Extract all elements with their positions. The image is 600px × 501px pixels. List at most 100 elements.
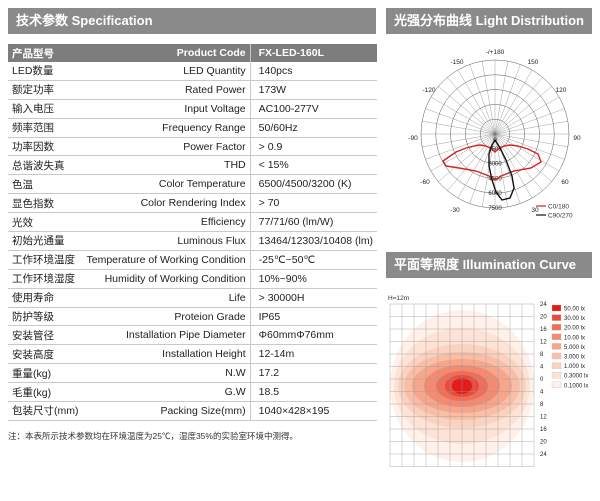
legend-c0: C0/180 [548, 204, 569, 211]
polar-spoke [481, 133, 496, 207]
spec-cn-label: 初始光通量 [8, 231, 83, 251]
spec-cn-label: 频率范围 [8, 118, 83, 138]
polar-radial-label: 7500 [488, 206, 502, 212]
spec-en-label: G.W [82, 382, 251, 403]
spec-value: 18.5 [250, 382, 378, 403]
spec-table-header: 产品型号 Product Code FX-LED-160L [8, 44, 378, 62]
spec-en-label: Luminous Flux [82, 231, 251, 251]
spec-row: 色温 Color Temperature 6500/4500/3200 (K) [8, 174, 378, 195]
curve-c0-180 [442, 144, 542, 181]
spec-row: 安装管径 Installation Pipe Diameter Φ60mmΦ76mm [8, 325, 378, 346]
polar-spoke [494, 133, 543, 191]
illumination-legend: 50.00 lx 30.00 lx 20.00 lx 10.00 lx 5.000 lx… [551, 304, 588, 389]
polar-spoke [494, 133, 552, 182]
legend-swatch [551, 381, 562, 388]
y-tick-label: 12 [540, 415, 547, 421]
spec-cn-label: 使用寿命 [8, 288, 83, 308]
illumination-y-labels: 24 20 16 12 8 4 0 4 8 12 16 20 24 [540, 302, 547, 458]
spec-en-label: Frequency Range [82, 118, 251, 138]
illum-title-en: Illumination Curve [462, 257, 577, 272]
polar-legend: C0/180 C90/270 [536, 204, 573, 220]
polar-spoke [457, 133, 496, 199]
spec-value: 1040×428×195 [250, 401, 378, 421]
spec-cn-label: 显色指数 [8, 193, 83, 214]
spec-title-cn: 技术参数 [16, 13, 69, 28]
polar-spoke [494, 108, 565, 135]
spec-en-label: LED Quantity [82, 62, 251, 81]
spec-cn-label: 额定功率 [8, 80, 83, 100]
spec-value: 12-14m [250, 344, 378, 365]
legend-swatch [551, 362, 562, 369]
legend-swatch [551, 372, 562, 379]
light-title-en: Light Distribution [475, 13, 584, 28]
spec-value: AC100-277V [250, 99, 378, 119]
spec-row: 使用寿命 Life > 30000H [8, 288, 378, 308]
legend-label: 0.1000 lx [564, 383, 588, 389]
polar-angle-label: -120 [422, 87, 435, 94]
polar-spoke [422, 120, 496, 135]
polar-angle-label: -60 [420, 179, 430, 186]
polar-spoke [494, 96, 560, 135]
legend-label: 30.00 lx [564, 316, 585, 322]
spec-row: 防护等级 Proteion Grade IP65 [8, 307, 378, 327]
light-title-cn: 光强分布曲线 [394, 13, 473, 28]
legend-swatch [551, 333, 562, 340]
spec-row: 显色指数 Color Rendering Index > 70 [8, 193, 378, 214]
spec-cn-label: 防护等级 [8, 307, 83, 327]
spec-row: 总谐波失真 THD < 15% [8, 155, 378, 176]
polar-angle-label: -150 [450, 59, 463, 66]
spec-value: -25℃~50℃ [250, 250, 378, 270]
y-tick-label: 16 [540, 427, 547, 433]
footnote: 注：本表所示技术参数均在环境温度为25℃，湿度35%的实验室环境中测得。 [8, 431, 298, 441]
spec-cn-label: 输入电压 [8, 99, 83, 119]
spec-value: Φ60mmΦ76mm [250, 325, 378, 346]
legend-swatch [551, 324, 562, 331]
spec-cn-label: 光效 [8, 212, 83, 233]
spec-en-label: Input Voltage [82, 99, 251, 119]
spec-cn-label: 包装尺寸(mm) [8, 401, 83, 421]
header-cn: 产品型号 [8, 44, 83, 62]
spec-header: 技术参数 Specification [8, 8, 376, 34]
spec-row: LED数量 LED Quantity 140pcs [8, 62, 378, 81]
spec-row: 频率范围 Frequency Range 50/60Hz [8, 118, 378, 138]
spec-cn-label: 毛重(kg) [8, 382, 83, 403]
spec-value: 50/60Hz [250, 118, 378, 138]
spec-en-label: Packing Size(mm) [82, 401, 251, 421]
polar-angle-label: -30 [450, 207, 460, 214]
spec-en-label: Humidity of Working Condition [82, 269, 251, 289]
polar-spoke [457, 69, 496, 135]
legend-c90: C90/270 [548, 213, 573, 220]
y-tick-label: 20 [540, 440, 547, 446]
spec-en-label: Efficiency [82, 212, 251, 233]
spec-table: 产品型号 Product Code FX-LED-160L LED数量 LED Q… [8, 44, 378, 421]
spec-value: IP65 [250, 307, 378, 327]
spec-en-label: Proteion Grade [82, 307, 251, 327]
illumination-grid [389, 303, 535, 467]
spec-en-label: THD [82, 155, 251, 176]
polar-angle-label: 120 [556, 87, 567, 94]
polar-angle-label: -90 [408, 135, 418, 142]
legend-swatch [551, 304, 562, 312]
polar-radial-label: 6000 [488, 191, 502, 197]
spec-value: > 30000H [250, 288, 378, 308]
y-tick-label: 16 [540, 327, 547, 333]
spec-row: 输入电压 Input Voltage AC100-277V [8, 99, 378, 119]
spec-cn-label: LED数量 [8, 62, 83, 81]
y-tick-label: 20 [540, 315, 547, 321]
legend-label: 3.000 lx [564, 355, 585, 361]
spec-cn-label: 重量(kg) [8, 363, 83, 384]
y-tick-label: 0 [540, 377, 544, 383]
polar-spoke [494, 133, 565, 160]
spec-row: 毛重(kg) G.W 18.5 [8, 382, 378, 403]
polar-spoke [494, 120, 568, 135]
y-tick-label: 4 [540, 390, 544, 396]
legend-label: 0.3000 lx [564, 374, 588, 380]
polar-spoke [494, 64, 521, 135]
legend-swatch [551, 352, 562, 360]
y-tick-label: 4 [540, 365, 544, 371]
y-tick-label: 8 [540, 352, 544, 358]
legend-label: 1.000 lx [564, 364, 585, 370]
polar-spoke [494, 133, 568, 148]
polar-spoke [425, 108, 496, 135]
